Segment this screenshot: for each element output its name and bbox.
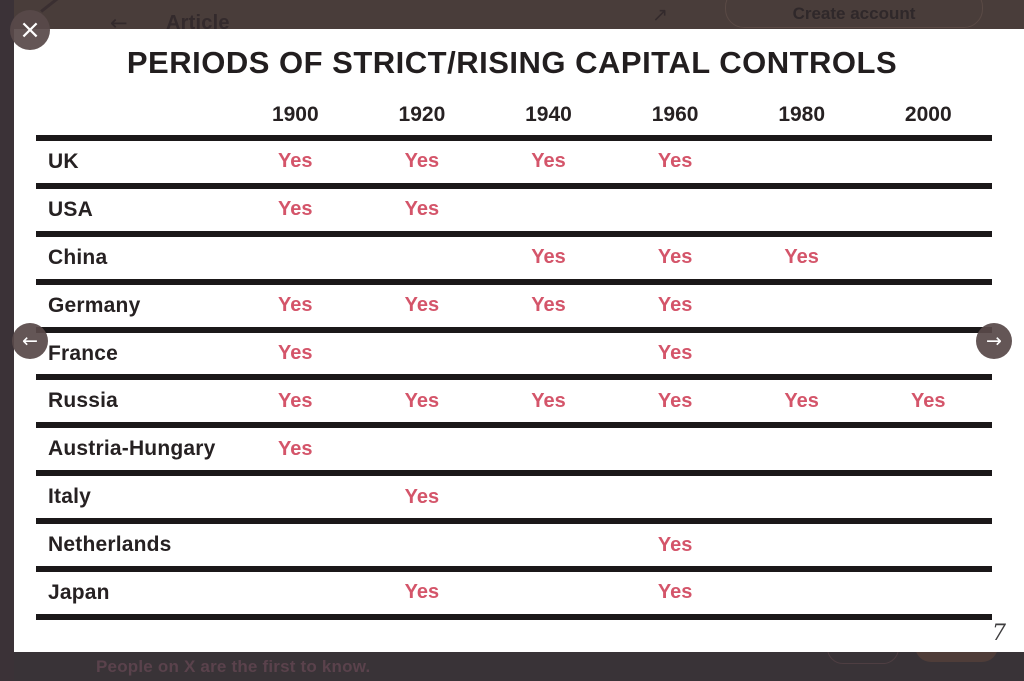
create-account-label: Create account <box>792 4 916 23</box>
previous-image-button[interactable]: ← <box>12 323 48 359</box>
cell-value: Yes <box>404 389 440 412</box>
cell-value: Yes <box>278 198 313 221</box>
cell-value: Yes <box>278 342 313 364</box>
cell-value: Yes <box>657 150 693 173</box>
year-header-cell: 1900 <box>271 103 319 126</box>
table-row: Russia Yes Yes Yes Yes Yes Yes <box>36 374 992 422</box>
row-label: Netherlands <box>48 533 172 557</box>
page-top-bar: ← Article ↗ Create account <box>14 0 1024 29</box>
table-row: Germany Yes Yes Yes Yes <box>36 278 992 327</box>
lightbox-image: PERIODS OF STRICT/RISING CAPITAL CONTROL… <box>14 29 1024 652</box>
cell-value: Yes <box>657 294 693 317</box>
row-label: USA <box>48 197 93 221</box>
year-header-cell: 1960 <box>651 103 699 126</box>
row-label: Japan <box>48 580 110 604</box>
cell-value: Yes <box>278 150 313 173</box>
cell-value: Yes <box>911 389 946 412</box>
year-header-cell: 1920 <box>398 103 446 126</box>
cell-value: Yes <box>784 246 819 269</box>
arrow-left-icon: ← <box>22 330 38 352</box>
table-body: UK Yes Yes Yes Yes USA Yes Yes China Yes Yes Yes Ger… <box>36 135 992 620</box>
table-year-header: 1900 1920 1940 1960 1980 2000 <box>36 100 992 130</box>
table-row: Austria-Hungary Yes <box>36 422 992 470</box>
cell-value: Yes <box>531 150 566 173</box>
login-button[interactable] <box>827 652 899 664</box>
page-number: 7 <box>992 621 1006 646</box>
back-arrow-icon[interactable]: ← <box>110 11 128 29</box>
close-button[interactable]: × <box>10 10 50 50</box>
cell-value: Yes <box>657 581 693 604</box>
share-icon[interactable]: ↗ <box>652 4 668 26</box>
cell-value: Yes <box>404 485 440 508</box>
cell-value: Yes <box>531 246 566 269</box>
cell-value: Yes <box>657 389 693 412</box>
cell-value: Yes <box>531 294 566 317</box>
table-row: USA Yes Yes <box>36 182 992 231</box>
row-label: China <box>48 245 108 269</box>
cell-value: Yes <box>784 389 819 412</box>
row-label: Austria-Hungary <box>48 437 216 461</box>
table-row: France Yes Yes <box>36 326 992 375</box>
table-title: PERIODS OF STRICT/RISING CAPITAL CONTROL… <box>126 45 898 80</box>
table-bottom-border <box>36 613 992 620</box>
row-label: UK <box>48 149 79 173</box>
table-row: Japan Yes Yes <box>36 566 992 614</box>
year-header-cell: 1940 <box>525 103 572 126</box>
cell-value: Yes <box>657 246 693 269</box>
page-top-bar-content: ← Article ↗ Create account <box>14 0 1024 30</box>
row-label: France <box>48 341 119 365</box>
cell-value: Yes <box>404 294 440 317</box>
row-label: Germany <box>48 293 141 317</box>
cell-value: Yes <box>531 389 566 412</box>
table-row: Netherlands Yes <box>36 518 992 566</box>
next-image-button[interactable]: → <box>976 323 1012 359</box>
row-label: Russia <box>48 389 119 413</box>
year-header-cell: 2000 <box>904 103 952 126</box>
create-account-button[interactable]: Create account <box>725 0 983 28</box>
cell-value: Yes <box>404 581 440 604</box>
table-row: China Yes Yes Yes <box>36 230 992 279</box>
cell-value: Yes <box>278 437 313 460</box>
cell-value: Yes <box>657 342 693 364</box>
table-row: Italy Yes <box>36 470 992 518</box>
page-title: Article <box>166 11 230 30</box>
cell-value: Yes <box>657 533 693 556</box>
banner-message: People on X are the first to know. <box>96 657 371 676</box>
cell-value: Yes <box>278 389 313 412</box>
close-icon: × <box>19 15 41 45</box>
cell-value: Yes <box>404 150 440 173</box>
cell-value: Yes <box>278 294 313 317</box>
cell-value: Yes <box>404 198 440 221</box>
year-header-cell: 1980 <box>778 103 826 126</box>
row-label: Italy <box>48 485 92 509</box>
table-row: UK Yes Yes Yes Yes <box>36 135 992 183</box>
signup-button[interactable] <box>915 652 998 662</box>
signup-banner: People on X are the first to know. <box>14 652 1024 681</box>
arrow-right-icon: → <box>986 330 1002 352</box>
